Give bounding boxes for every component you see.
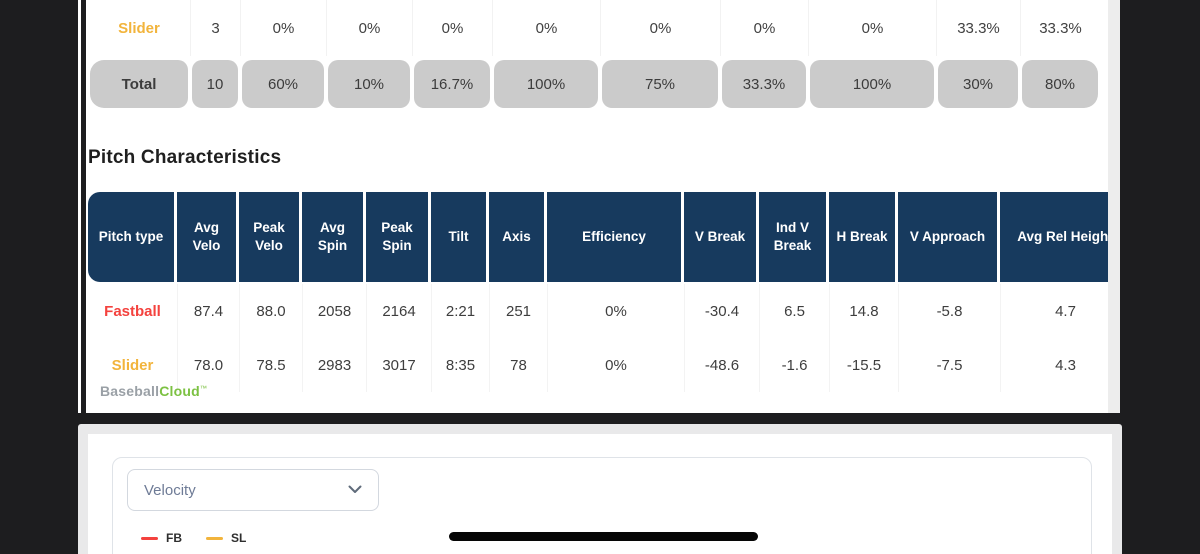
pitch-cell: 3017 xyxy=(366,338,431,392)
total-cell: 75% xyxy=(602,60,718,108)
pitch-cell: 8:35 xyxy=(431,338,489,392)
pitch-cell: 14.8 xyxy=(829,284,898,338)
pitch-table-header: Avg Rel Height xyxy=(1000,192,1108,282)
pitch-table-header: Peak Spin xyxy=(366,192,431,282)
legend-item-fb: FB xyxy=(141,531,182,545)
card-right-strip xyxy=(1108,0,1120,413)
total-row-label: Total xyxy=(90,60,188,108)
pitch-cell: 2983 xyxy=(302,338,366,392)
logo-text-cloud: Cloud xyxy=(159,383,200,399)
usage-cell: 0% xyxy=(240,0,326,56)
usage-cell: 0% xyxy=(720,0,808,56)
total-cell: 30% xyxy=(938,60,1018,108)
total-cell: 10% xyxy=(328,60,410,108)
usage-cell: 3 xyxy=(190,0,240,56)
logo-text-baseball: Baseball xyxy=(100,383,160,399)
pitch-characteristics-title: Pitch Characteristics xyxy=(88,147,282,168)
pitch-cell: 78.0 xyxy=(177,338,239,392)
trademark-symbol: ™ xyxy=(199,385,208,393)
pitch-table-header: Efficiency xyxy=(547,192,684,282)
fb-line-swatch-icon xyxy=(141,536,158,540)
sl-line-swatch-icon xyxy=(206,536,223,540)
legend-item-sl: SL xyxy=(206,531,246,545)
pitch-cell: 78.5 xyxy=(239,338,302,392)
pitch-cell: 251 xyxy=(489,284,547,338)
pitch-cell: 88.0 xyxy=(239,284,302,338)
usage-row-label: Slider xyxy=(118,19,160,37)
pitch-cell: -7.5 xyxy=(898,338,1000,392)
usage-cell: 0% xyxy=(600,0,720,56)
usage-cell: 33.3% xyxy=(1020,0,1100,56)
usage-cell: 33.3% xyxy=(936,0,1020,56)
pitch-table-header: H Break xyxy=(829,192,898,282)
metric-select[interactable]: Velocity xyxy=(127,469,379,511)
pitch-cell: 6.5 xyxy=(759,284,829,338)
chart-panel: Velocity FB SL xyxy=(112,457,1092,554)
chart-legend: FB SL xyxy=(141,530,246,546)
usage-cell: 0% xyxy=(326,0,412,56)
total-cell: 16.7% xyxy=(414,60,490,108)
pitch-cell: 4.7 xyxy=(1000,284,1108,338)
pitch-cell: 87.4 xyxy=(177,284,239,338)
pitch-cell: 0% xyxy=(547,284,684,338)
usage-cell: 0% xyxy=(492,0,600,56)
baseballcloud-logo: BaseballCloud™ xyxy=(100,383,207,399)
usage-table: Slider 3 0% 0% 0% 0% 0% 0% 0% 33.3% 33.3… xyxy=(88,0,1100,108)
pitch-cell: -1.6 xyxy=(759,338,829,392)
pitch-cell: 78 xyxy=(489,338,547,392)
pitch-table-header: Peak Velo xyxy=(239,192,302,282)
pitch-cell: -15.5 xyxy=(829,338,898,392)
pitch-cell: 2:21 xyxy=(431,284,489,338)
pitch-table: Pitch type Avg Velo Peak Velo Avg Spin P… xyxy=(88,192,1108,392)
usage-cell: 0% xyxy=(808,0,936,56)
pitch-table-header: Axis xyxy=(489,192,547,282)
chevron-down-icon xyxy=(348,481,362,499)
card-left-edge xyxy=(78,0,81,413)
pitch-cell: 2164 xyxy=(366,284,431,338)
pitch-cell: 2058 xyxy=(302,284,366,338)
total-cell: 60% xyxy=(242,60,324,108)
pitch-cell: -30.4 xyxy=(684,284,759,338)
pitch-table-header: V Approach xyxy=(898,192,1000,282)
pitch-table-header: V Break xyxy=(684,192,759,282)
total-cell: 33.3% xyxy=(722,60,806,108)
pitch-cell: -5.8 xyxy=(898,284,1000,338)
total-cell: 10 xyxy=(192,60,238,108)
pitch-cell: 0% xyxy=(547,338,684,392)
usage-cell: 0% xyxy=(412,0,492,56)
pitch-cell: -48.6 xyxy=(684,338,759,392)
metric-select-value: Velocity xyxy=(144,481,196,499)
pitch-cell: 4.3 xyxy=(1000,338,1108,392)
pitch-table-header: Ind V Break xyxy=(759,192,829,282)
pitch-table-header: Avg Spin xyxy=(302,192,366,282)
total-cell: 100% xyxy=(494,60,598,108)
total-cell: 80% xyxy=(1022,60,1098,108)
redacted-bar xyxy=(449,532,758,541)
legend-label-sl: SL xyxy=(231,531,247,545)
pitch-table-header: Tilt xyxy=(431,192,489,282)
pitch-table-header: Avg Velo xyxy=(177,192,239,282)
pitch-table-header: Pitch type xyxy=(88,192,177,282)
stats-card: Slider 3 0% 0% 0% 0% 0% 0% 0% 33.3% 33.3… xyxy=(86,0,1108,413)
pitch-row-fastball-label: Fastball xyxy=(104,302,161,320)
legend-label-fb: FB xyxy=(166,531,182,545)
pitch-row-slider-label: Slider xyxy=(111,356,154,374)
total-cell: 100% xyxy=(810,60,934,108)
